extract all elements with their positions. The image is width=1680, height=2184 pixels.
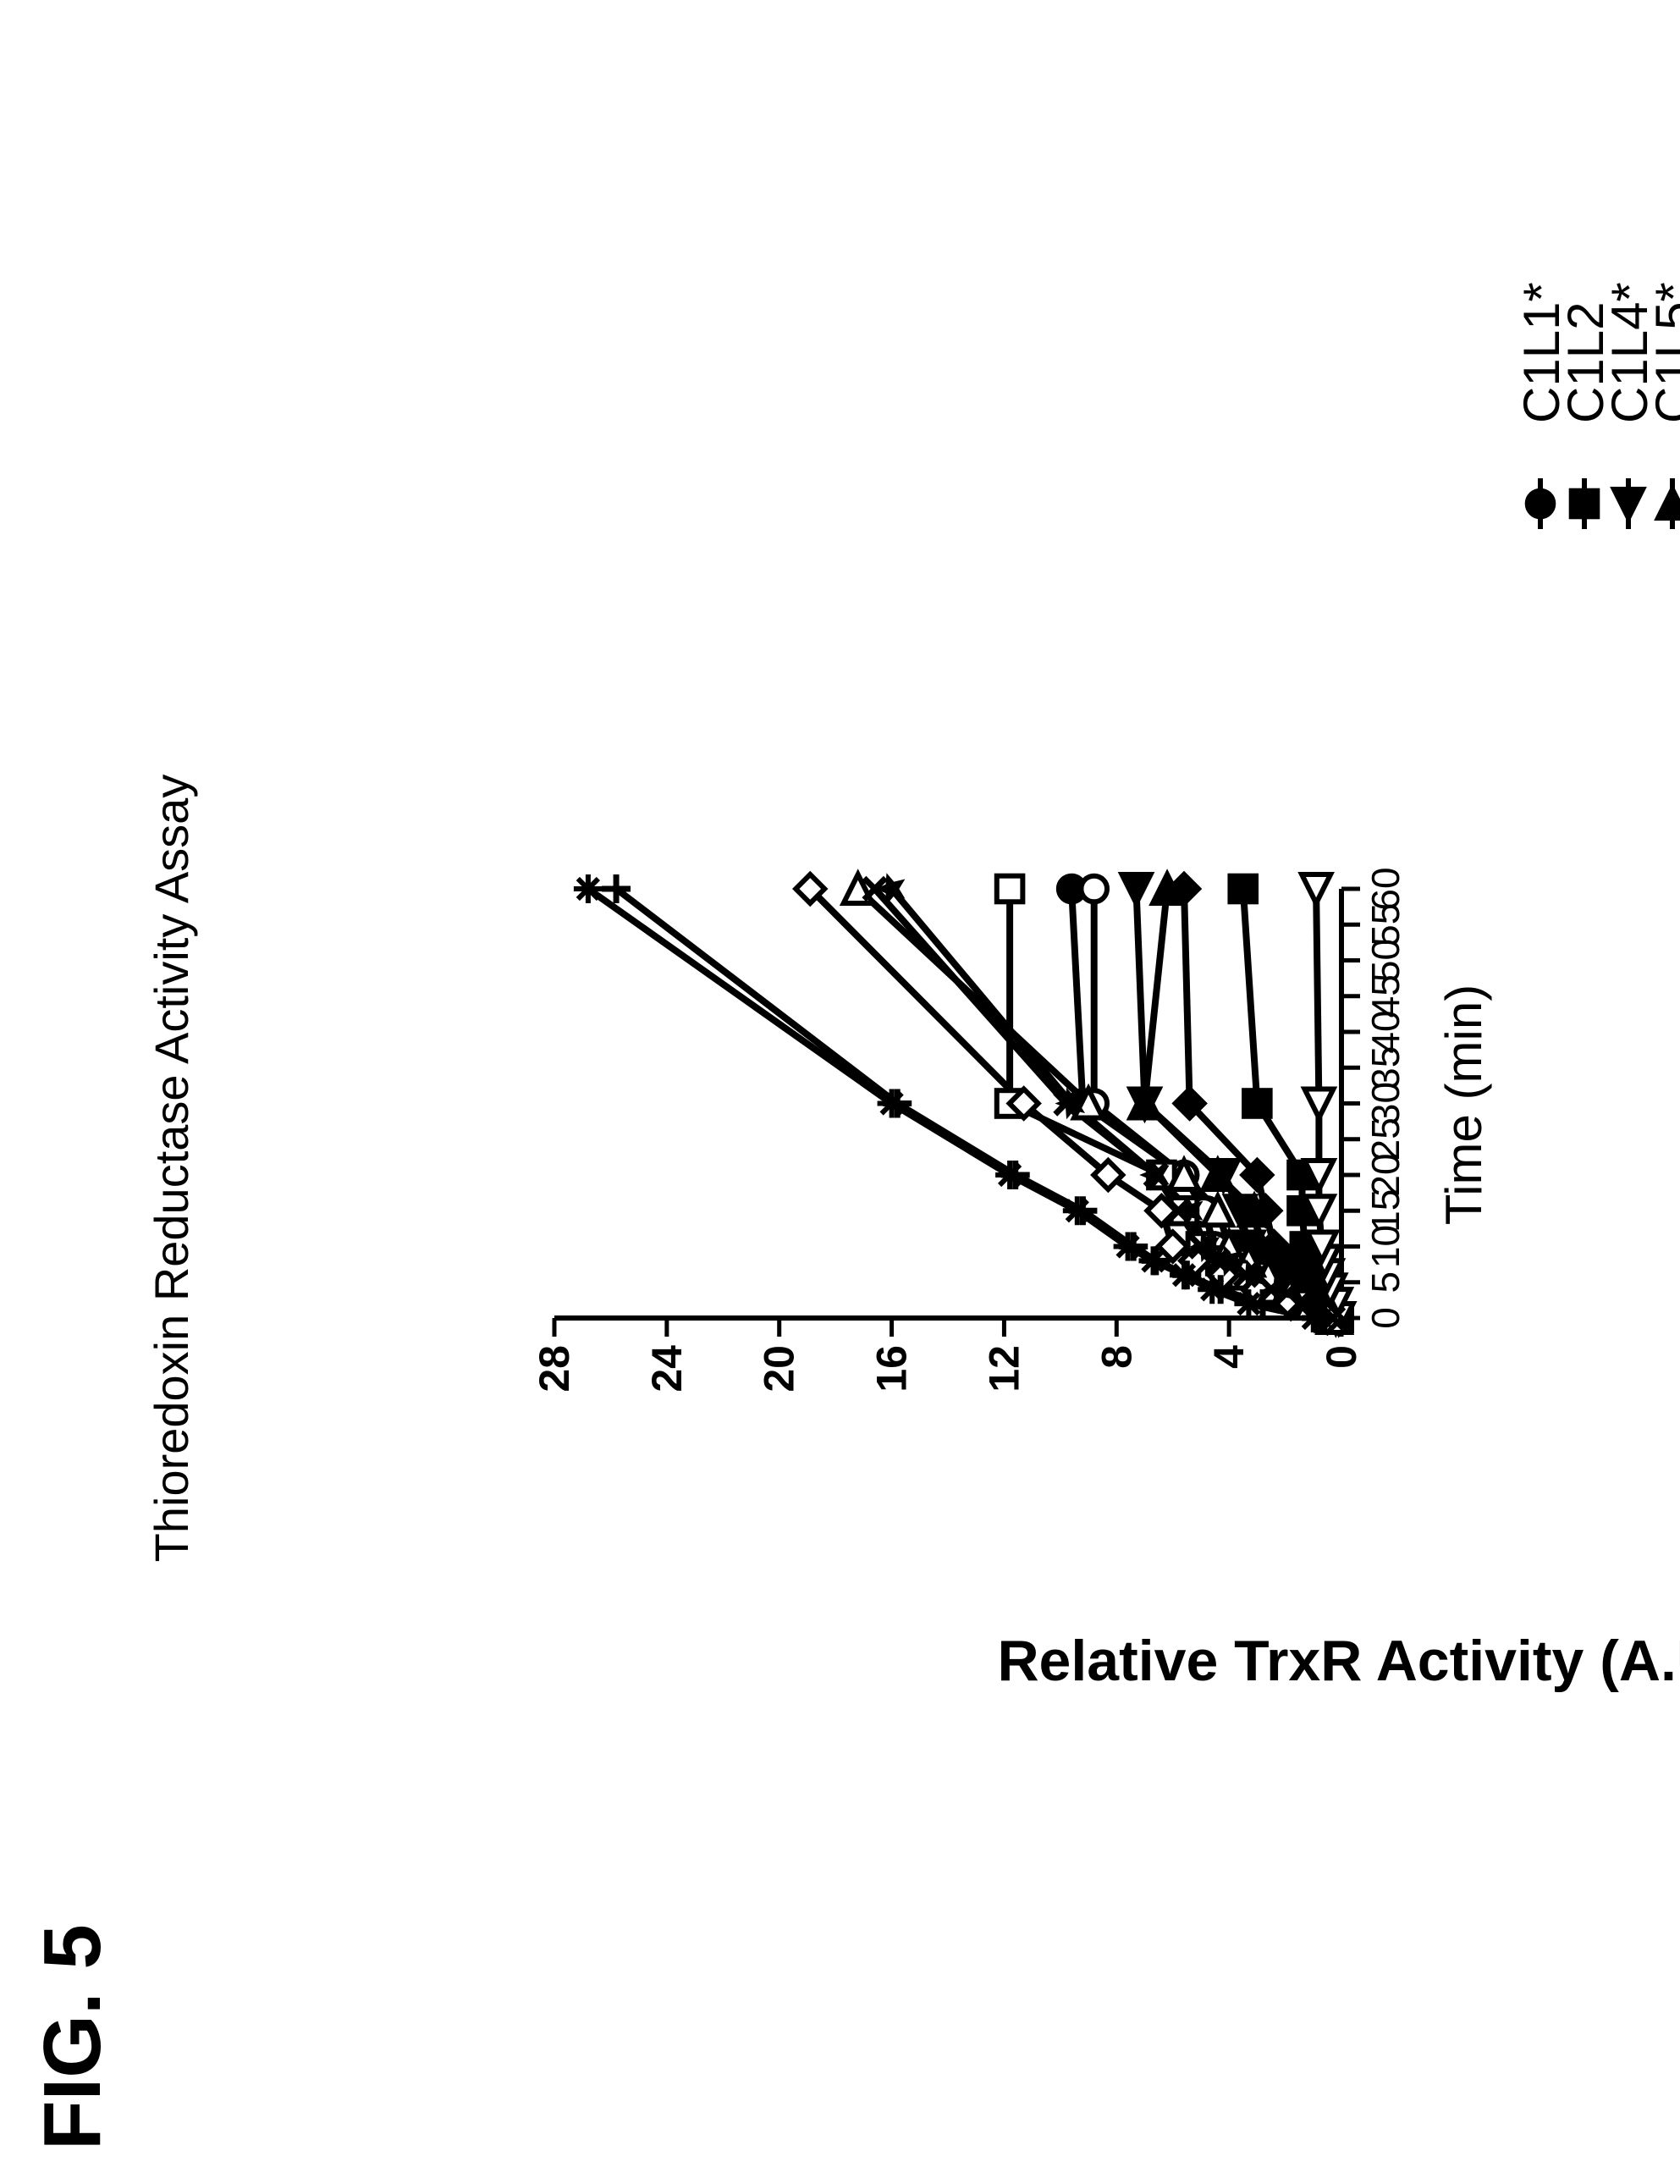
data-point	[1256, 1228, 1292, 1265]
data-point	[994, 873, 1026, 905]
data-point	[1005, 1085, 1042, 1122]
x-tick-label: 20	[1363, 1153, 1407, 1196]
data-point	[1258, 1276, 1285, 1303]
legend-label: C1L2	[1557, 302, 1614, 423]
data-point	[1227, 873, 1259, 905]
x-tick-label: 45	[1363, 974, 1407, 1018]
data-point	[1165, 870, 1203, 907]
legend: C1L1*C1L2C1L4*C1L5*C1L6*C1L7*C2L1*C2L2C2…	[1513, 282, 1680, 529]
data-point	[883, 1089, 912, 1118]
data-point	[1187, 1233, 1215, 1260]
x-tick-label: 5	[1363, 1271, 1407, 1293]
data-point	[1171, 1085, 1208, 1122]
series-markers	[602, 874, 1331, 1332]
y-tick-label: 20	[756, 1345, 803, 1393]
y-tick-label: 12	[980, 1345, 1027, 1393]
data-point	[1126, 1083, 1164, 1121]
data-point	[1165, 1155, 1203, 1192]
data-point	[1119, 1232, 1148, 1261]
data-point	[1300, 1194, 1338, 1231]
data-point	[1568, 488, 1600, 520]
data-point	[1297, 872, 1335, 909]
data-point	[573, 874, 603, 903]
series-markers	[862, 875, 1347, 1332]
data-point	[1654, 483, 1680, 521]
data-point	[1172, 1260, 1202, 1290]
data-point	[1239, 1156, 1275, 1194]
plot-area	[573, 869, 1358, 1338]
data-point	[1143, 1161, 1170, 1189]
y-axis-title: Relative TrxR Activity (A.U.)	[997, 1629, 1680, 1693]
data-point	[1610, 487, 1647, 524]
x-tick-label: 55	[1363, 903, 1407, 946]
chart-title: Thioredoxin Reductase Activity Assay	[145, 775, 198, 1563]
data-point	[1053, 1090, 1079, 1117]
data-point	[1232, 1262, 1259, 1288]
data-point	[1524, 488, 1556, 520]
x-tick-label: 25	[1363, 1117, 1407, 1161]
data-point	[1242, 1088, 1273, 1119]
data-point	[602, 874, 631, 903]
legend-item: C1L5*	[1645, 282, 1680, 529]
legend-item: C1L4*	[1601, 282, 1658, 529]
data-point	[1302, 1304, 1331, 1332]
data-point	[1078, 873, 1110, 905]
data-point	[1199, 1190, 1237, 1228]
x-tick-label: 0	[1363, 1307, 1407, 1329]
y-tick-label: 28	[531, 1345, 578, 1393]
data-point	[1206, 1275, 1236, 1304]
data-point	[1300, 1158, 1338, 1195]
data-point	[1263, 1273, 1293, 1305]
data-point	[874, 873, 906, 905]
y-tick-label: 8	[1093, 1345, 1140, 1369]
legend-item: C1L2	[1557, 302, 1614, 529]
y-tick-label: 24	[643, 1345, 691, 1393]
y-tick-label: 0	[1318, 1345, 1365, 1369]
y-tick-label: 4	[1205, 1345, 1253, 1369]
data-point	[1117, 872, 1155, 909]
legend-label: C1L5*	[1645, 282, 1680, 423]
y-tick-label: 16	[868, 1345, 916, 1393]
data-point	[1248, 1193, 1284, 1229]
legend-label: C1L1*	[1513, 282, 1570, 423]
x-tick-label: 15	[1363, 1189, 1407, 1233]
x-tick-label: 40	[1363, 1010, 1407, 1053]
data-point	[862, 875, 888, 902]
data-point	[1319, 1304, 1347, 1332]
data-point	[1300, 1086, 1338, 1124]
x-tick-label: 35	[1363, 1046, 1407, 1089]
data-point	[1068, 1196, 1098, 1226]
x-axis-title: Time (min)	[1435, 984, 1492, 1225]
data-point	[1303, 1229, 1341, 1267]
data-point	[1165, 1198, 1192, 1224]
figure-label: FIG. 5	[27, 1924, 118, 2150]
legend-label: C1L4*	[1601, 282, 1658, 423]
data-point	[1199, 1155, 1237, 1192]
x-tick-label: 30	[1363, 1082, 1407, 1125]
data-point	[1154, 1228, 1191, 1265]
legend-item: C1L1*	[1513, 282, 1570, 529]
data-point	[1090, 1156, 1126, 1194]
x-tick-label: 60	[1363, 867, 1407, 910]
x-tick-label: 10	[1363, 1225, 1407, 1268]
data-point	[1141, 1246, 1170, 1276]
data-point	[1000, 1161, 1030, 1189]
x-tick-label: 50	[1363, 939, 1407, 982]
data-point	[1286, 1290, 1313, 1317]
data-point	[792, 870, 829, 907]
